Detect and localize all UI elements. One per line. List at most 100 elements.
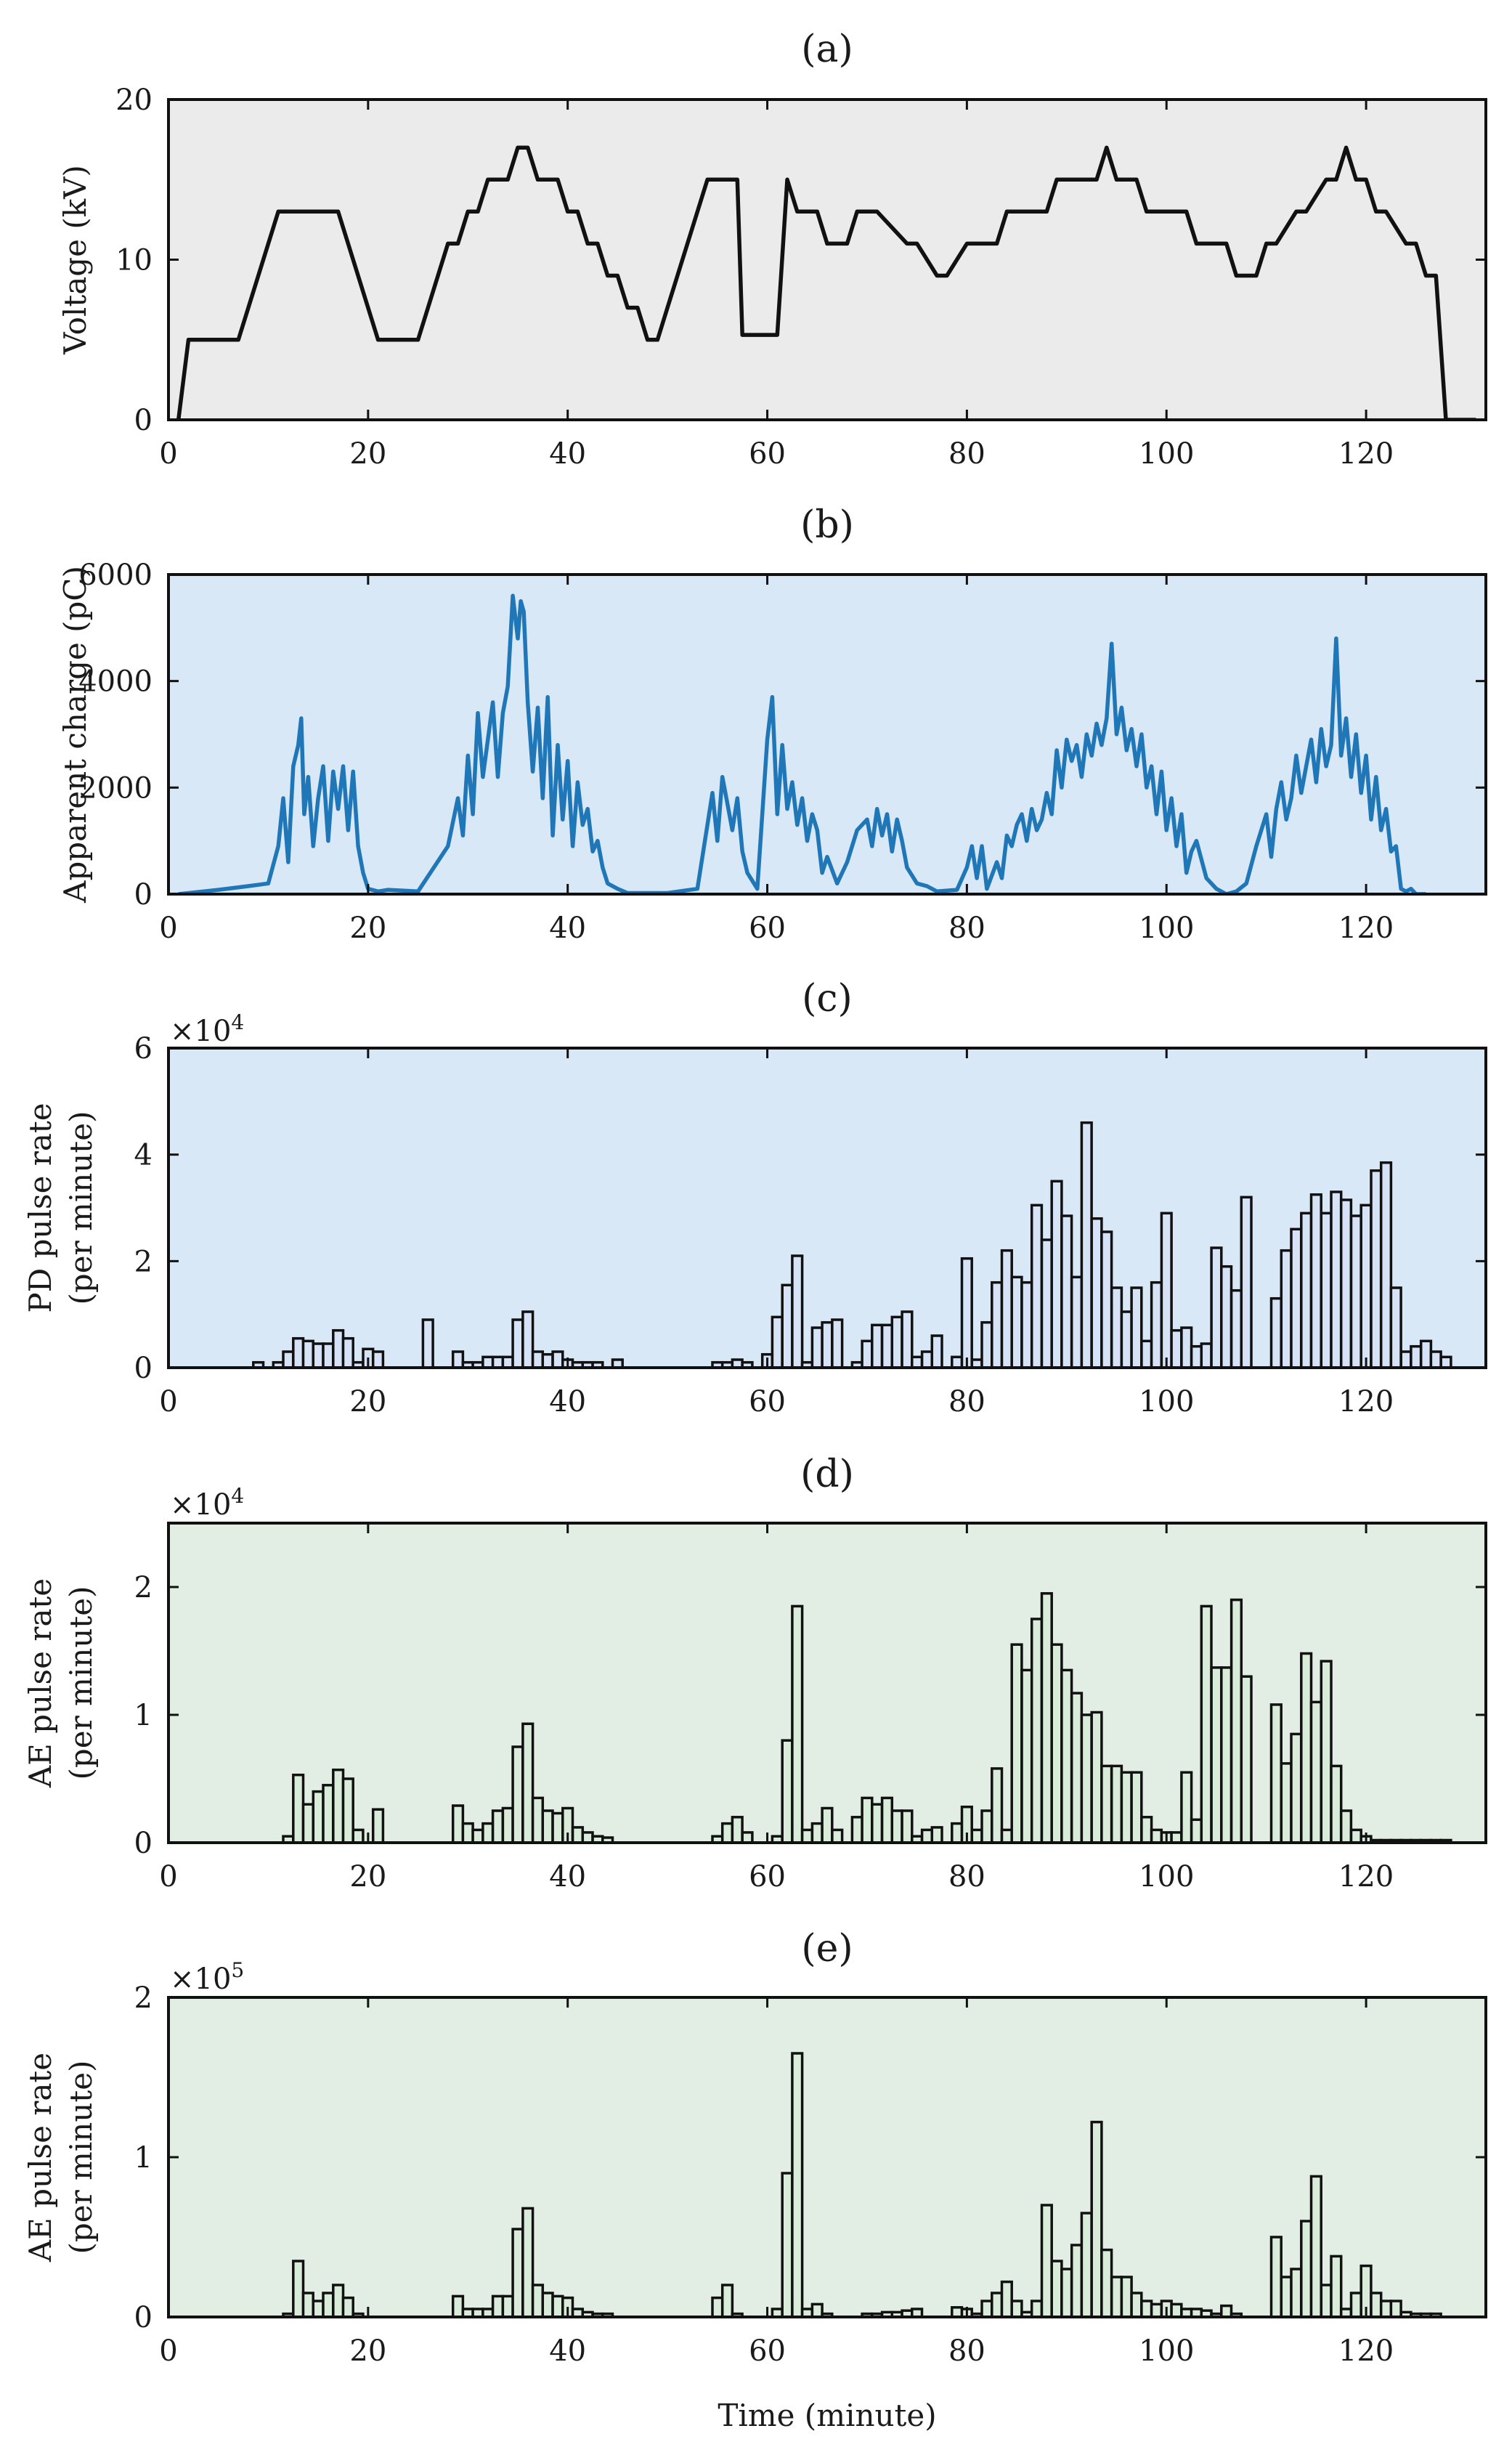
y-axis-label: Apparent charge (pC) <box>57 566 93 904</box>
scale-multiplier: ×104 <box>170 1484 244 1522</box>
bar <box>451 1350 465 1368</box>
x-tick-label: 100 <box>1139 912 1194 945</box>
bar <box>1280 2276 1293 2317</box>
bar <box>491 2294 505 2317</box>
bar <box>890 1809 903 1843</box>
series-line <box>176 145 1476 420</box>
x-tick-label: 60 <box>749 912 786 945</box>
y-tick-label: 0 <box>134 878 153 912</box>
x-tick-label: 120 <box>1338 437 1394 471</box>
bar <box>970 1828 983 1843</box>
bar <box>1170 1831 1183 1843</box>
scale-multiplier: ×104 <box>170 1010 244 1048</box>
bar <box>322 1784 335 1843</box>
bar <box>1130 2292 1143 2317</box>
y-tick-label: 2 <box>134 1571 153 1604</box>
bar <box>531 2284 545 2317</box>
bar <box>1130 1286 1143 1368</box>
y-tick-label: 10 <box>115 244 153 277</box>
bar <box>1300 2220 1313 2317</box>
bar <box>1080 2212 1093 2317</box>
bar <box>991 1767 1004 1843</box>
bar <box>451 1804 465 1843</box>
bar <box>741 1831 754 1843</box>
bar <box>711 2296 724 2317</box>
bar <box>1240 1196 1253 1368</box>
y-axis-label: AE pulse rate <box>23 1578 58 1788</box>
bars <box>282 2052 1442 2317</box>
y-axis-label: (per minute) <box>63 2060 99 2254</box>
bar <box>1150 2302 1163 2317</box>
bar <box>511 1745 524 1843</box>
bar <box>1240 1675 1253 1843</box>
plot-background <box>168 1048 1486 1368</box>
bar <box>1290 1227 1303 1368</box>
bar <box>521 2207 535 2317</box>
bar <box>301 2292 314 2317</box>
y-tick-label: 1 <box>134 1699 153 1732</box>
x-tick-label: 0 <box>159 912 177 945</box>
bar <box>951 1822 964 1843</box>
bar <box>771 1315 784 1368</box>
bar <box>1070 1275 1084 1368</box>
bar <box>491 1355 505 1368</box>
x-tick-label: 120 <box>1338 912 1394 945</box>
x-tick-label: 100 <box>1139 437 1194 471</box>
bar <box>1309 2175 1322 2317</box>
bar <box>341 1336 354 1368</box>
x-tick-label: 40 <box>549 437 586 471</box>
x-tick-label: 40 <box>549 1860 586 1894</box>
bar <box>810 1822 824 1843</box>
y-axis-label: Voltage (kV) <box>57 165 93 355</box>
bar <box>292 2260 305 2317</box>
scale-multiplier: ×105 <box>170 1958 244 1996</box>
bar <box>1090 1710 1103 1843</box>
bar <box>831 1828 844 1843</box>
bar <box>1060 2268 1073 2317</box>
bar <box>1080 1121 1093 1368</box>
bar <box>800 1828 814 1843</box>
bar <box>481 1355 495 1368</box>
bar <box>1160 1212 1173 1368</box>
bar <box>810 1326 824 1368</box>
bar <box>920 1828 934 1843</box>
y-axis-label: AE pulse rate <box>23 2053 58 2263</box>
bar <box>720 2284 734 2317</box>
series-line <box>178 593 1426 894</box>
x-tick-label: 80 <box>948 1860 985 1894</box>
bar <box>1080 1713 1093 1843</box>
bar <box>1050 1180 1063 1368</box>
x-tick-label: 0 <box>159 2334 177 2368</box>
x-tick-label: 80 <box>948 1385 985 1419</box>
bar <box>991 2292 1004 2317</box>
bar <box>521 1722 535 1843</box>
bar <box>1090 2120 1103 2317</box>
x-tick-label: 0 <box>159 1860 177 1894</box>
bar <box>991 1281 1004 1368</box>
bar <box>880 1796 894 1843</box>
bar <box>911 2308 924 2317</box>
bar <box>980 1809 993 1843</box>
plot-background <box>168 1523 1486 1843</box>
bar <box>951 1355 964 1368</box>
bar <box>1210 1666 1223 1843</box>
bar <box>1349 1214 1362 1368</box>
bar <box>1399 1350 1413 1368</box>
bar <box>1339 1198 1353 1368</box>
bar <box>511 1318 524 1368</box>
bar <box>1140 1339 1153 1368</box>
bar <box>1439 1355 1452 1368</box>
bar <box>791 1254 804 1368</box>
bar <box>332 1328 345 1368</box>
bar <box>322 1342 335 1368</box>
x-tick-label: 80 <box>948 912 985 945</box>
bar <box>1000 1828 1013 1843</box>
bar <box>1210 1246 1223 1368</box>
bar <box>1070 1692 1084 1843</box>
bar <box>1290 2268 1303 2317</box>
x-tick-label: 20 <box>349 1385 386 1419</box>
bar <box>551 1350 564 1368</box>
bar <box>1180 1326 1193 1368</box>
bar <box>341 2296 354 2317</box>
